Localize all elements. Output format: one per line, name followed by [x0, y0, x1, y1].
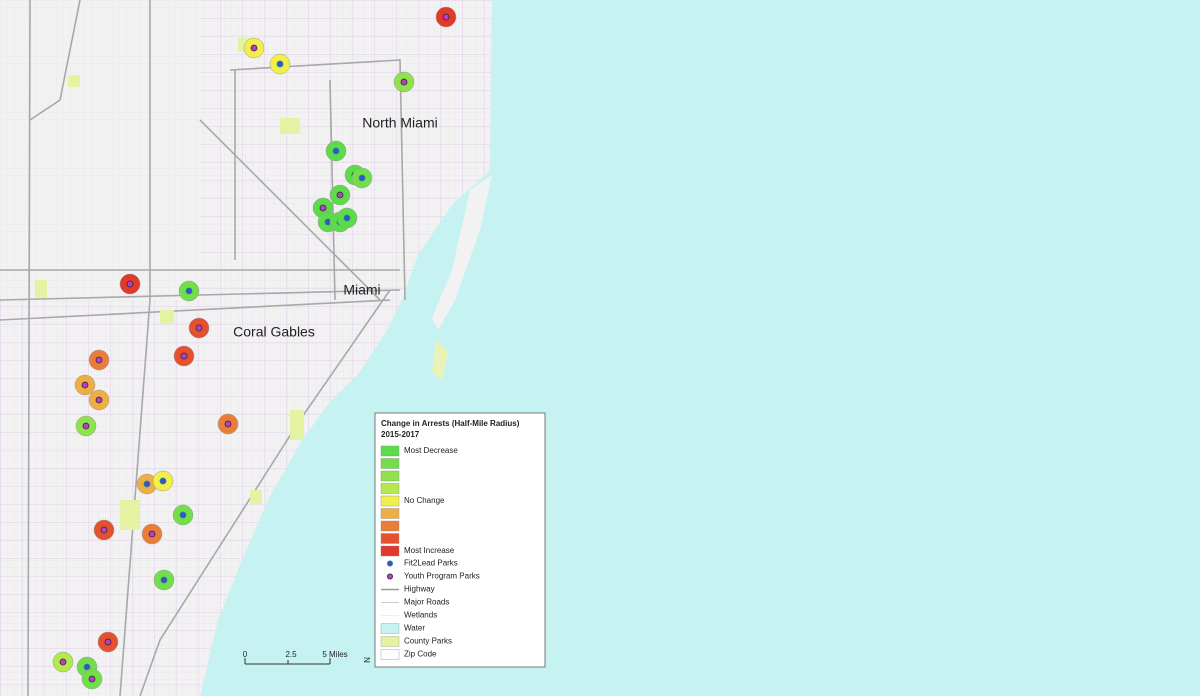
- park-point: [185, 287, 193, 295]
- legend-label: Most Increase: [404, 546, 455, 555]
- legend-label: Fit2Lead Parks: [404, 559, 458, 568]
- legend-swatch: [380, 495, 400, 507]
- park-point: [83, 663, 91, 671]
- park-point: [88, 675, 96, 683]
- park-point: [160, 576, 168, 584]
- legend-label: Major Roads: [404, 598, 449, 607]
- park-point: [336, 191, 344, 199]
- place-label: Miami: [343, 282, 380, 298]
- park-point: [224, 420, 232, 428]
- legend-label: Zip Code: [404, 650, 437, 659]
- park-point: [126, 280, 134, 288]
- legend-swatch: [380, 508, 400, 519]
- park-point: [81, 381, 89, 389]
- place-label: Coral Gables: [233, 324, 315, 340]
- legend-swatch: [380, 445, 400, 457]
- legend-title: Change in Arrests (Half-Mile Radius): [381, 419, 520, 428]
- legend-swatch: [380, 623, 400, 634]
- legend: Change in Arrests (Half-Mile Radius) 201…: [374, 412, 546, 668]
- place-label: North Miami: [362, 115, 437, 131]
- legend-symbol: [386, 560, 393, 567]
- park-point: [276, 60, 284, 68]
- legend-swatch: [380, 545, 400, 557]
- park-point: [59, 658, 67, 666]
- legend-swatch: [380, 458, 400, 469]
- park-point: [442, 13, 450, 21]
- legend-label: Most Decrease: [404, 446, 458, 455]
- park-markers: [52, 6, 457, 690]
- park-point: [82, 422, 90, 430]
- scale-bar: 0 2.5 5 Miles N: [243, 650, 372, 665]
- park-point: [180, 352, 188, 360]
- park-point: [250, 44, 258, 52]
- scale-label: 5 Miles: [322, 650, 347, 659]
- scale-label: 2.5: [285, 650, 297, 659]
- park-point: [358, 174, 366, 182]
- legend-swatch: [380, 470, 400, 482]
- legend-label: No Change: [404, 496, 445, 505]
- legend-subtitle: 2015-2017: [381, 430, 420, 439]
- legend-swatch: [380, 636, 400, 647]
- park-point: [332, 147, 340, 155]
- legend-label: Youth Program Parks: [404, 572, 480, 581]
- legend-swatch: [380, 520, 400, 532]
- legend-box: [374, 412, 546, 668]
- park-point: [343, 214, 351, 222]
- park-point: [95, 396, 103, 404]
- legend-label: Wetlands: [404, 611, 437, 620]
- legend-swatch: [380, 483, 400, 494]
- legend-swatch: [380, 533, 400, 544]
- park-point: [195, 324, 203, 332]
- legend-label: Water: [404, 624, 425, 633]
- place-labels: North Miami Miami Coral Gables: [233, 115, 438, 340]
- legend-swatch: [380, 649, 400, 660]
- park-point: [179, 511, 187, 519]
- barrier-island: [432, 175, 492, 330]
- park-point: [400, 78, 408, 86]
- legend-label: County Parks: [404, 637, 452, 646]
- park-point: [104, 638, 112, 646]
- park-point: [143, 480, 151, 488]
- park-point: [159, 477, 167, 485]
- island: [432, 340, 448, 380]
- park-point: [100, 526, 108, 534]
- legend-label: Highway: [404, 585, 435, 594]
- scale-label: 0: [243, 650, 248, 659]
- park-point: [319, 204, 327, 212]
- park-point: [95, 356, 103, 364]
- park-point: [148, 530, 156, 538]
- north-arrow: N: [363, 657, 372, 663]
- legend-symbol: [386, 573, 393, 580]
